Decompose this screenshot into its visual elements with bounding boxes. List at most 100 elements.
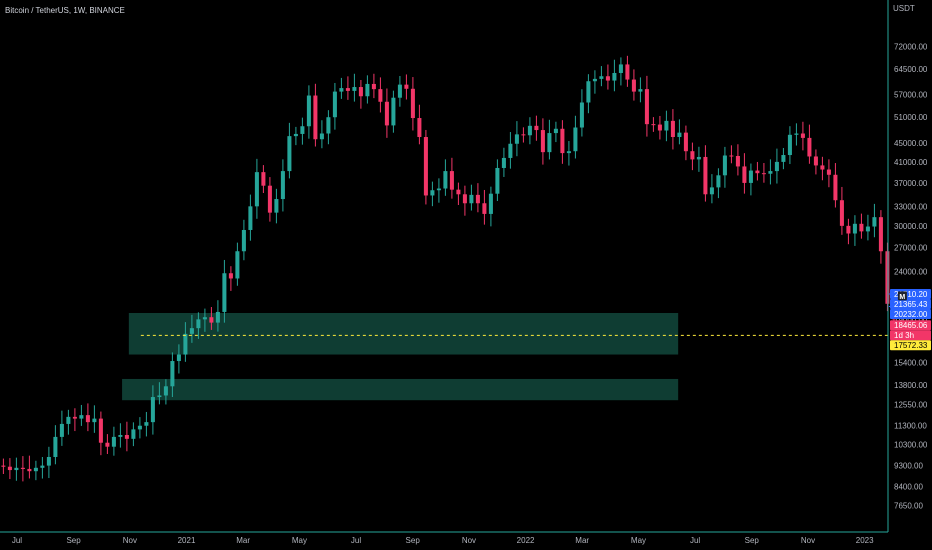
price-tick-label: 11300.00 <box>894 422 927 431</box>
candle <box>248 194 253 241</box>
candle <box>865 214 870 241</box>
candle-body <box>352 87 357 91</box>
candle <box>332 82 337 130</box>
candle-body <box>326 117 331 134</box>
candle <box>664 110 669 142</box>
candle-body <box>254 172 259 207</box>
candle-body <box>599 76 604 79</box>
candle <box>618 57 623 86</box>
candle-body <box>761 173 766 175</box>
candle <box>98 411 103 456</box>
price-tick-label: 24000.00 <box>894 268 928 277</box>
candle <box>170 352 175 398</box>
candle <box>807 124 812 164</box>
price-tag-label: 18465.06 <box>894 321 928 330</box>
price-tag-bg <box>890 320 931 331</box>
candle <box>651 117 656 132</box>
candle <box>735 144 740 176</box>
candle-body <box>579 102 584 128</box>
candle-body <box>92 418 97 423</box>
candle-body <box>800 133 805 138</box>
candle <box>573 115 578 159</box>
candle <box>761 163 766 183</box>
candle <box>748 163 753 196</box>
demand-zone-2 <box>122 378 679 401</box>
candle <box>313 83 318 147</box>
price-tag-bg <box>890 340 931 351</box>
candle <box>215 300 220 332</box>
candle <box>33 460 38 481</box>
candle-body <box>534 125 539 131</box>
candle-body <box>768 171 773 174</box>
candle <box>742 153 747 194</box>
price-tag: 1d 3h <box>890 330 931 341</box>
candle <box>722 146 727 188</box>
candle-body <box>20 467 25 469</box>
candle-body <box>261 172 266 186</box>
candle <box>384 88 389 138</box>
candle <box>670 109 675 150</box>
candle-body <box>846 225 851 234</box>
candle-body <box>521 134 526 136</box>
candle-body <box>664 120 669 131</box>
candle-body <box>417 118 422 138</box>
candle <box>482 189 487 225</box>
candle <box>586 74 591 114</box>
candle <box>157 382 162 405</box>
candle <box>872 203 877 238</box>
candle-body <box>358 87 363 97</box>
candle-body <box>443 171 448 189</box>
time-tick-label: Mar <box>236 536 250 545</box>
candle <box>137 417 142 439</box>
candle <box>235 242 240 286</box>
candle-body <box>170 361 175 387</box>
candle <box>183 322 188 362</box>
candle-body <box>176 354 181 362</box>
candle-body <box>657 124 662 131</box>
candle-body <box>209 317 214 323</box>
candle <box>820 156 825 181</box>
candle <box>430 181 435 207</box>
time-tick-label: Nov <box>801 536 815 545</box>
candle <box>800 121 805 151</box>
candle <box>150 385 155 435</box>
candle <box>391 90 396 133</box>
candle-body <box>722 155 727 176</box>
candle <box>599 66 604 87</box>
candle-body <box>813 156 818 166</box>
candle-body <box>33 467 38 472</box>
candle <box>228 266 233 291</box>
candle-body <box>735 155 740 167</box>
candle <box>124 421 129 452</box>
candle-body <box>7 466 12 471</box>
candle <box>488 186 493 227</box>
candle-body <box>137 425 142 430</box>
time-axis[interactable]: Jul Sep Nov 2021 Mar May Jul Sep Nov 2022 Mar May Ju… <box>12 536 874 545</box>
candle-body <box>462 194 467 204</box>
price-tag: 17572.33 <box>890 340 931 351</box>
candle-body <box>488 193 493 214</box>
time-tick-label: May <box>631 536 646 545</box>
candle <box>306 85 311 139</box>
price-tick-label: 10300.00 <box>894 441 928 450</box>
candle-body <box>384 101 389 126</box>
candle-body <box>345 88 350 91</box>
candle-body <box>46 456 51 466</box>
price-axis[interactable]: 72000.00 64500.00 57000.00 51000.00 45000.00… <box>894 43 928 511</box>
candle-body <box>612 72 617 81</box>
candle <box>859 213 864 239</box>
candle <box>521 127 526 143</box>
candle-body <box>79 415 84 419</box>
candle <box>638 77 643 103</box>
candle-body <box>306 95 311 127</box>
candle <box>352 73 357 102</box>
price-tag-label: 20232.00 <box>894 310 928 319</box>
candle-body <box>85 415 90 423</box>
candle-body <box>703 156 708 195</box>
candle <box>579 89 584 137</box>
price-tag-bg <box>890 298 931 309</box>
candle-body <box>781 155 786 162</box>
candle <box>534 115 539 141</box>
candle <box>885 242 890 312</box>
